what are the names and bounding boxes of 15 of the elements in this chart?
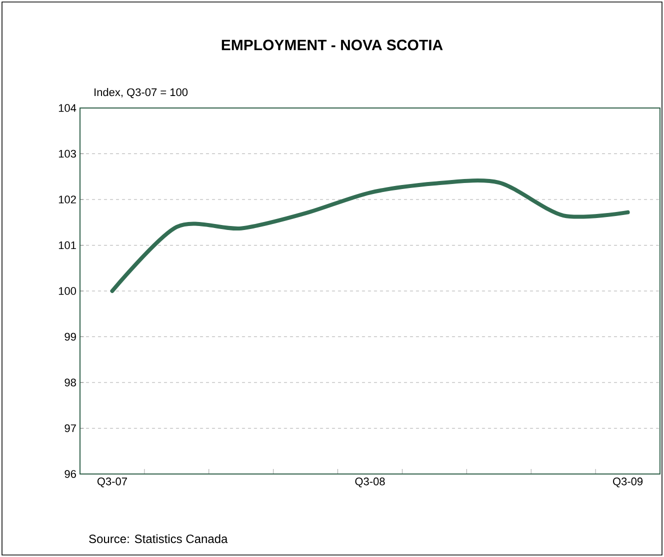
source-note: Source: Statistics Canada <box>89 534 228 544</box>
x-tick-label: Q3-07 <box>97 478 127 488</box>
chart-title: EMPLOYMENT - NOVA SCOTIA <box>222 40 443 50</box>
y-tick-label: 98 <box>64 378 76 386</box>
y-tick-label: 96 <box>64 470 76 478</box>
y-tick-label: 100 <box>58 287 76 295</box>
y-tick-label: 101 <box>58 241 76 250</box>
y-tick-label: 103 <box>58 150 76 158</box>
y-tick-label: 102 <box>58 196 76 204</box>
y-tick-label: 97 <box>64 424 76 432</box>
x-tick-label: Q3-09 <box>613 478 643 488</box>
y-tick-label: 104 <box>58 104 76 112</box>
y-tick-label: 99 <box>64 332 76 341</box>
y-axis-title: Index, Q3-07 = 100 <box>94 88 188 98</box>
x-tick-label: Q3-08 <box>355 478 385 488</box>
